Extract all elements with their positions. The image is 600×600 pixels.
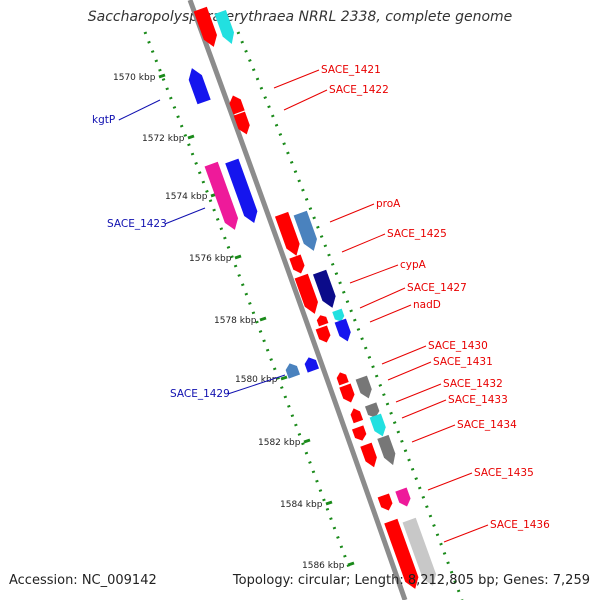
leader-line xyxy=(411,424,456,443)
leader-line xyxy=(349,264,399,284)
gene-arrow xyxy=(339,383,355,403)
scale-label: 1584 kbp xyxy=(280,500,323,510)
gene-arrow xyxy=(285,363,301,379)
gene-arrow xyxy=(214,9,235,44)
scale-label: 1572 kbp xyxy=(142,134,185,144)
leader-line xyxy=(329,203,375,223)
gene-label: cypA xyxy=(400,259,427,271)
gene-arrow xyxy=(336,372,349,386)
gene-arrow xyxy=(294,273,318,314)
scale-track-outer xyxy=(236,31,464,600)
scale-label: 1574 kbp xyxy=(165,192,208,202)
leader-line xyxy=(227,374,286,395)
gene-arrow xyxy=(315,325,331,343)
gene-arrow xyxy=(229,95,245,115)
leader-line xyxy=(341,233,386,253)
gene-arrow xyxy=(316,315,329,327)
gene-arrow xyxy=(395,487,411,507)
gene-arrow xyxy=(332,308,345,322)
gene-arrow xyxy=(351,425,367,441)
gene-arrow xyxy=(360,442,377,468)
scale-label: 1570 kbp xyxy=(113,73,156,83)
scale-label: 1582 kbp xyxy=(258,438,301,448)
gene-arrow xyxy=(274,211,300,256)
gene-arrow xyxy=(293,210,317,251)
gene-arrow xyxy=(350,408,364,424)
gene-arrow xyxy=(364,402,380,418)
leader-line xyxy=(395,383,442,403)
gene-arrow xyxy=(377,493,393,511)
gene-label: SACE_1429 xyxy=(170,388,230,400)
gene-label: SACE_1432 xyxy=(443,378,503,390)
scale-tick xyxy=(325,500,333,506)
leader-line xyxy=(359,287,406,309)
gene-label: SACE_1430 xyxy=(428,340,488,352)
leader-line xyxy=(387,361,432,381)
gene-arrow xyxy=(334,318,351,342)
gene-arrow xyxy=(188,68,211,105)
leader-line xyxy=(443,524,489,543)
backbone-curve xyxy=(187,0,408,600)
gene-arrow xyxy=(377,434,396,466)
gene-arrow xyxy=(225,158,258,224)
gene-label: SACE_1433 xyxy=(448,394,508,406)
scale-tick xyxy=(187,134,195,140)
scale-label: 1578 kbp xyxy=(214,316,257,326)
scale-tracks: 1570 kbp 1572 kbp 1574 kbp 1576 kbp 1578 kbp… xyxy=(113,31,464,600)
leader-line xyxy=(164,207,206,225)
scale-tick xyxy=(234,254,242,260)
scale-track-inner xyxy=(143,31,352,571)
gene-arrow xyxy=(233,111,250,135)
gene-labels: SACE_1421 SACE_1422 kgtP proA SACE_1423 SACE_… xyxy=(92,64,550,543)
scale-tick xyxy=(259,316,267,322)
gene-label: SACE_1425 xyxy=(387,228,447,240)
gene-label: SACE_1422 xyxy=(329,84,389,96)
leader-line xyxy=(369,304,412,323)
gene-label: SACE_1434 xyxy=(457,419,517,431)
gene-label: SACE_1435 xyxy=(474,467,534,479)
gene-arrow xyxy=(304,357,320,373)
gene-arrow xyxy=(289,254,305,274)
leader-line xyxy=(381,345,427,365)
scale-tick xyxy=(280,375,288,381)
leader-line xyxy=(273,69,320,89)
leader-line xyxy=(118,99,161,121)
gene-arrow xyxy=(204,161,239,230)
accession-text: Accession: NC_009142 xyxy=(9,573,157,588)
gene-arrow xyxy=(402,517,437,586)
scale-label: 1576 kbp xyxy=(189,254,232,264)
scale-label: 1580 kbp xyxy=(235,375,278,385)
leader-line xyxy=(401,399,447,419)
gene-label: proA xyxy=(376,198,401,210)
scale-tick xyxy=(303,438,311,444)
gene-label: SACE_1421 xyxy=(321,64,381,76)
scale-label: 1586 kbp xyxy=(302,561,345,571)
genome-summary-text: Topology: circular; Length: 8,212,805 bp… xyxy=(232,573,590,588)
gene-label: SACE_1423 xyxy=(107,218,167,230)
genome-backbone xyxy=(187,0,408,600)
gene-label: nadD xyxy=(413,299,441,311)
gene-arrow xyxy=(369,413,386,437)
gene-arrow xyxy=(193,6,217,47)
gene-label: SACE_1427 xyxy=(407,282,467,294)
gene-arrow xyxy=(312,269,336,308)
gene-label: kgtP xyxy=(92,114,115,126)
leader-line xyxy=(283,89,328,111)
scale-tick xyxy=(347,561,355,567)
gene-arrow xyxy=(384,518,419,589)
gene-features xyxy=(188,6,437,589)
gene-arrow xyxy=(355,375,372,399)
scale-tick xyxy=(158,73,166,79)
leader-line xyxy=(427,472,473,491)
gene-label: SACE_1436 xyxy=(490,519,550,531)
gene-label: SACE_1431 xyxy=(433,356,493,368)
